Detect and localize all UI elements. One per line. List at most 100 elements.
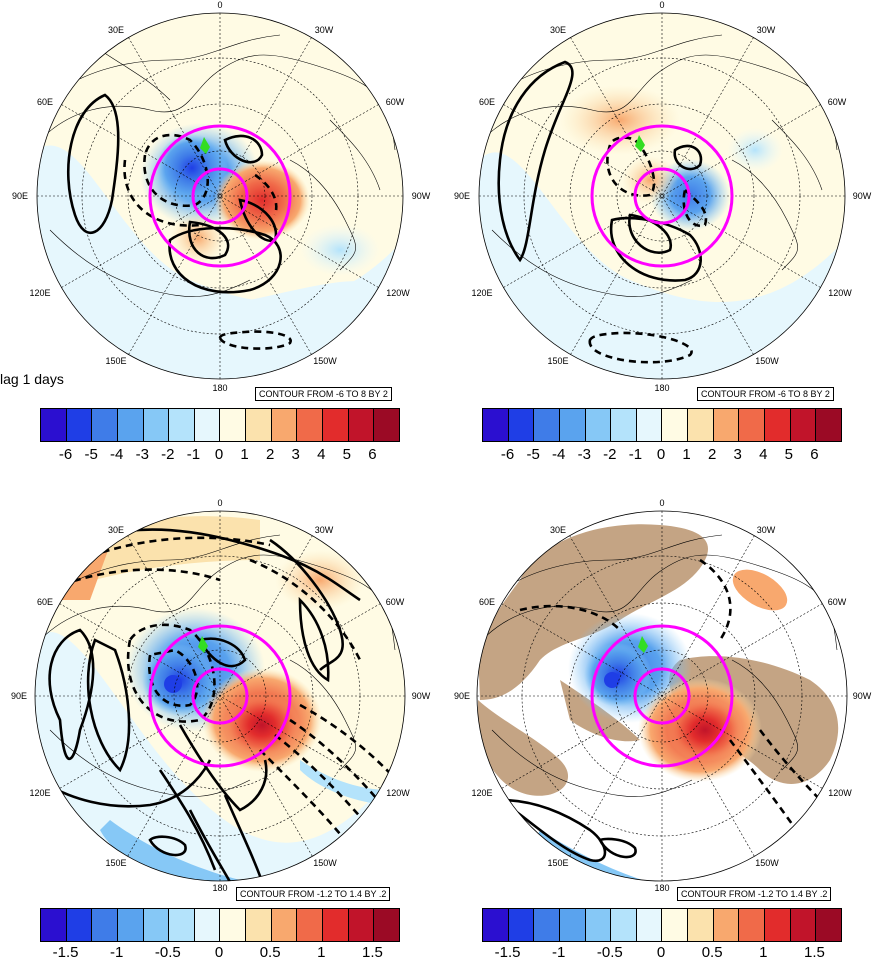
colorbar-cell bbox=[559, 909, 586, 941]
panel-1-map bbox=[36, 12, 404, 380]
lon-label-150w: 150W bbox=[755, 356, 779, 366]
colorbar-tick-label: -4 bbox=[110, 446, 124, 463]
colorbar-tick-label: 0 bbox=[656, 944, 666, 961]
colorbar-cell bbox=[374, 909, 399, 941]
lag-label: lag 1 days bbox=[0, 371, 64, 387]
colorbar-cell bbox=[483, 409, 509, 441]
colorbar-bottom-left bbox=[40, 908, 400, 942]
colorbar-cell bbox=[297, 909, 324, 941]
colorbar-tick-label: -6 bbox=[58, 446, 73, 463]
colorbar-cell bbox=[297, 409, 324, 441]
colorbar-cell bbox=[194, 909, 221, 941]
colorbar-labels-top-left: -6 -5 -4 -3 -2 -1 0 1 2 3 4 5 6 bbox=[40, 446, 398, 464]
colorbar-cell bbox=[611, 409, 637, 441]
colorbar-tick-label: -2 bbox=[161, 446, 175, 463]
colorbar-cell bbox=[611, 909, 637, 941]
colorbar-cell bbox=[323, 909, 349, 941]
colorbar-tick-label: -3 bbox=[577, 446, 591, 463]
lon-label-30e: 30E bbox=[550, 25, 566, 35]
colorbar-top-right bbox=[482, 408, 842, 442]
colorbar-tick-label: 2 bbox=[707, 446, 717, 463]
colorbar-cell bbox=[636, 909, 663, 941]
lon-label-150e: 150E bbox=[547, 858, 568, 868]
lon-label-120w: 120W bbox=[828, 288, 852, 298]
lon-label-60w: 60W bbox=[828, 597, 847, 607]
colorbar-cell bbox=[585, 909, 612, 941]
colorbar-cell bbox=[374, 409, 399, 441]
colorbar-cell bbox=[169, 409, 195, 441]
colorbar-cell bbox=[585, 409, 612, 441]
colorbar-cell bbox=[117, 909, 144, 941]
lon-label-90w: 90W bbox=[412, 691, 431, 701]
colorbar-cell bbox=[323, 409, 349, 441]
colorbar-cell bbox=[816, 909, 841, 941]
lon-label-150e: 150E bbox=[105, 858, 126, 868]
colorbar-cell bbox=[246, 409, 272, 441]
lon-label-0: 0 bbox=[217, 498, 222, 508]
lon-label-30e: 30E bbox=[108, 525, 124, 535]
colorbar-cell bbox=[92, 909, 118, 941]
lon-label-180: 180 bbox=[654, 883, 669, 893]
lon-label-30w: 30W bbox=[315, 525, 334, 535]
lon-label-60w: 60W bbox=[386, 97, 405, 107]
colorbar-tick-label: 6 bbox=[810, 446, 819, 463]
lon-label-180: 180 bbox=[212, 883, 227, 893]
lon-label-0: 0 bbox=[659, 498, 664, 508]
colorbar-tick-label: -1.5 bbox=[494, 944, 521, 961]
contour-info-panel-1: CONTOUR FROM -6 TO 8 BY 2 bbox=[255, 387, 392, 401]
lon-label-90e: 90E bbox=[454, 691, 470, 701]
lon-label-120w: 120W bbox=[828, 788, 852, 798]
colorbar-cell bbox=[220, 409, 247, 441]
panel-2-map bbox=[478, 12, 846, 380]
colorbar-cell bbox=[765, 909, 791, 941]
lon-label-90w: 90W bbox=[412, 191, 431, 201]
colorbar-tick-label: -4 bbox=[552, 446, 566, 463]
colorbar-tick-label: 1 bbox=[240, 446, 249, 463]
colorbar-cell bbox=[348, 909, 375, 941]
lon-label-30w: 30W bbox=[757, 25, 776, 35]
lon-label-60w: 60W bbox=[386, 597, 405, 607]
lon-label-120e: 120E bbox=[29, 788, 50, 798]
lon-label-150w: 150W bbox=[313, 356, 337, 366]
colorbar-tick-label: -1.5 bbox=[52, 944, 79, 961]
colorbar-tick-label: 0 bbox=[214, 446, 224, 463]
lon-label-60e: 60E bbox=[37, 597, 53, 607]
lon-label-120e: 120E bbox=[29, 288, 50, 298]
lon-label-90w: 90W bbox=[853, 691, 872, 701]
lon-label-120e: 120E bbox=[471, 788, 492, 798]
colorbar-tick-label: -1 bbox=[186, 446, 201, 463]
lon-label-30e: 30E bbox=[108, 25, 124, 35]
colorbar-tick-label: 4 bbox=[759, 446, 768, 463]
colorbar-tick-label: 5 bbox=[342, 446, 352, 463]
colorbar-tick-label: 1 bbox=[682, 446, 691, 463]
colorbar-cell bbox=[790, 909, 817, 941]
colorbar-cell bbox=[739, 909, 766, 941]
colorbar-cell bbox=[483, 909, 509, 941]
panel-3-map bbox=[34, 510, 406, 882]
lon-label-0: 0 bbox=[659, 0, 664, 10]
colorbar-top-left bbox=[40, 408, 400, 442]
colorbar-labels-bottom-left: -1.5 -1 -0.5 0 0.5 1 1.5 bbox=[40, 944, 398, 962]
colorbar-cell bbox=[713, 909, 740, 941]
colorbar-cell bbox=[41, 409, 67, 441]
lon-label-0: 0 bbox=[217, 0, 222, 10]
colorbar-tick-label: 1 bbox=[317, 944, 326, 961]
lon-label-90e: 90E bbox=[11, 691, 27, 701]
lon-label-30e: 30E bbox=[550, 525, 566, 535]
colorbar-tick-label: -3 bbox=[135, 446, 149, 463]
lon-label-90w: 90W bbox=[853, 191, 872, 201]
lon-label-90e: 90E bbox=[12, 191, 28, 201]
colorbar-cell bbox=[636, 409, 663, 441]
colorbar-cell bbox=[246, 909, 272, 941]
colorbar-cell bbox=[117, 409, 144, 441]
colorbar-cell bbox=[559, 409, 586, 441]
colorbar-cell bbox=[688, 909, 714, 941]
colorbar-cell bbox=[662, 409, 689, 441]
colorbar-tick-label: 5 bbox=[784, 446, 794, 463]
colorbar-tick-label: 1 bbox=[759, 944, 768, 961]
colorbar-cell bbox=[143, 909, 170, 941]
colorbar-cell bbox=[765, 409, 791, 441]
colorbar-tick-label: -2 bbox=[603, 446, 617, 463]
colorbar-tick-label: -5 bbox=[526, 446, 540, 463]
colorbar-tick-label: 6 bbox=[368, 446, 377, 463]
